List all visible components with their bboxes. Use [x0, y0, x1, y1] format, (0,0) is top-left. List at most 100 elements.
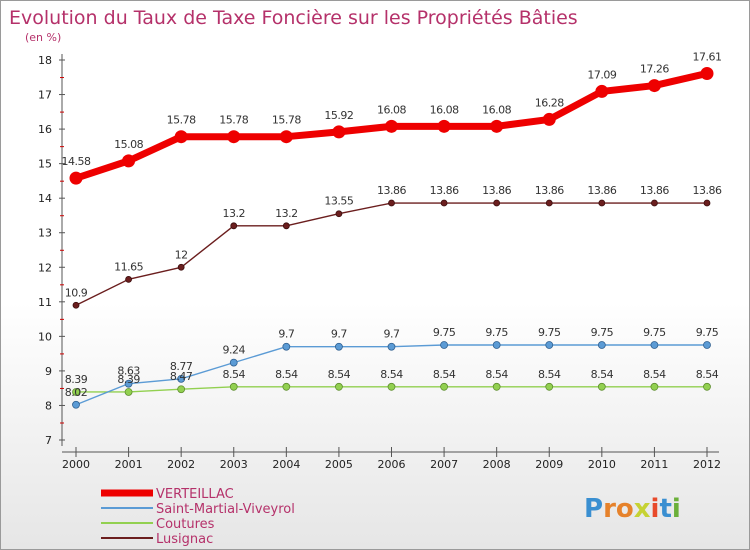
- data-label-coutures: 8.47: [170, 370, 193, 383]
- data-label-coutures: 8.54: [696, 368, 719, 381]
- data-point-coutures: [229, 382, 238, 391]
- data-point-coutures: [387, 382, 396, 391]
- data-point-lusignac: [335, 210, 343, 218]
- x-tick-label: 2008: [483, 458, 511, 471]
- data-point-verteillac: [437, 119, 451, 133]
- data-label-verteillac: 16.08: [482, 103, 511, 116]
- data-point-verteillac: [647, 79, 661, 93]
- data-point-coutures: [545, 382, 554, 391]
- data-label-lusignac: 13.2: [275, 207, 298, 220]
- data-point-lusignac: [651, 199, 658, 207]
- data-label-verteillac: 15.78: [219, 114, 248, 127]
- series-line-lusignac: [75, 202, 708, 306]
- y-axis-unit-label: (en %): [25, 31, 61, 44]
- y-tick-label: 14: [38, 192, 52, 205]
- data-label-coutures: 8.39: [117, 373, 140, 386]
- data-point-saint-martial-viveyrol: [387, 342, 396, 351]
- data-label-saint-martial-viveyrol: 9.75: [433, 326, 456, 339]
- data-label-coutures: 8.54: [328, 368, 351, 381]
- y-tick-label: 7: [45, 434, 52, 447]
- data-point-lusignac: [440, 199, 448, 207]
- data-label-saint-martial-viveyrol: 9.7: [384, 328, 400, 341]
- data-label-saint-martial-viveyrol: 9.75: [696, 326, 719, 339]
- data-label-saint-martial-viveyrol: 8.02: [65, 386, 88, 399]
- y-tick-label: 10: [38, 330, 52, 343]
- data-point-verteillac: [385, 119, 398, 133]
- y-tick-label: 18: [38, 54, 52, 67]
- data-point-lusignac: [282, 222, 290, 230]
- data-point-coutures: [72, 388, 80, 396]
- data-point-saint-martial-viveyrol: [597, 341, 606, 349]
- data-label-saint-martial-viveyrol: 9.24: [223, 344, 246, 357]
- data-label-lusignac: 13.86: [640, 184, 669, 197]
- data-label-coutures: 8.54: [380, 368, 403, 381]
- data-label-lusignac: 12: [175, 248, 188, 261]
- data-point-lusignac: [598, 199, 606, 207]
- data-label-coutures: 8.39: [65, 373, 88, 386]
- data-point-verteillac: [542, 112, 556, 126]
- data-point-saint-martial-viveyrol: [124, 379, 133, 388]
- legend-label-coutures: Coutures: [156, 517, 215, 532]
- x-tick-label: 2011: [640, 458, 668, 471]
- data-point-verteillac: [700, 66, 714, 80]
- data-label-verteillac: 14.58: [62, 155, 91, 168]
- y-tick-label: 8: [45, 399, 52, 412]
- data-point-saint-martial-viveyrol: [492, 341, 501, 349]
- logo-text: Proxiti: [584, 494, 681, 524]
- data-point-saint-martial-viveyrol: [545, 341, 554, 349]
- data-point-saint-martial-viveyrol: [229, 358, 238, 367]
- data-point-lusignac: [493, 199, 501, 207]
- data-point-coutures: [124, 388, 133, 396]
- proxiti-logo: Proxiti: [584, 494, 681, 524]
- data-point-coutures: [440, 382, 448, 391]
- data-point-verteillac: [174, 130, 188, 144]
- x-tick-label: 2004: [272, 458, 300, 471]
- data-label-verteillac: 16.28: [535, 96, 564, 109]
- data-label-saint-martial-viveyrol: 9.75: [485, 326, 508, 339]
- legend: VERTEILLACSaint-Martial-ViveyrolCoutures…: [101, 487, 295, 547]
- y-tick-label: 15: [38, 158, 52, 171]
- data-point-verteillac: [227, 130, 241, 144]
- x-tick-label: 2009: [535, 458, 563, 471]
- x-tick-label: 2000: [62, 458, 90, 471]
- data-point-saint-martial-viveyrol: [440, 341, 448, 349]
- data-point-coutures: [177, 385, 186, 394]
- data-label-coutures: 8.54: [485, 368, 508, 381]
- data-point-saint-martial-viveyrol: [177, 374, 186, 383]
- data-label-lusignac: 13.86: [482, 184, 511, 197]
- data-label-lusignac: 11.65: [114, 260, 143, 273]
- data-point-coutures: [492, 382, 501, 391]
- data-label-verteillac: 17.09: [587, 68, 616, 81]
- data-label-verteillac: 17.26: [640, 63, 669, 76]
- data-label-verteillac: 15.78: [167, 114, 196, 127]
- x-tick-label: 2006: [378, 458, 406, 471]
- y-tick-label: 11: [38, 296, 52, 309]
- data-point-lusignac: [388, 199, 395, 207]
- data-label-saint-martial-viveyrol: 9.7: [331, 328, 347, 341]
- data-label-saint-martial-viveyrol: 9.7: [278, 328, 294, 341]
- data-point-saint-martial-viveyrol: [703, 341, 711, 349]
- data-point-verteillac: [279, 130, 293, 144]
- data-label-coutures: 8.54: [275, 368, 298, 381]
- data-label-coutures: 8.54: [591, 368, 614, 381]
- legend-label-saint-martial-viveyrol: Saint-Martial-Viveyrol: [156, 502, 295, 517]
- data-label-saint-martial-viveyrol: 9.75: [643, 326, 666, 339]
- data-point-coutures: [282, 382, 291, 391]
- data-label-coutures: 8.54: [223, 368, 246, 381]
- chart-title: Evolution du Taux de Taxe Foncière sur l…: [9, 7, 578, 29]
- x-tick-label: 2005: [325, 458, 353, 471]
- data-point-coutures: [597, 382, 606, 391]
- data-label-saint-martial-viveyrol: 8.77: [170, 360, 193, 373]
- data-label-verteillac: 17.61: [693, 50, 722, 63]
- y-tick-label: 13: [38, 227, 52, 240]
- data-point-verteillac: [595, 84, 609, 98]
- legend-label-verteillac: VERTEILLAC: [156, 487, 234, 502]
- data-point-saint-martial-viveyrol: [72, 400, 80, 409]
- x-tick-label: 2001: [115, 458, 143, 471]
- data-label-lusignac: 13.86: [587, 184, 616, 197]
- data-label-lusignac: 13.86: [430, 184, 459, 197]
- x-tick-label: 2002: [167, 458, 195, 471]
- data-label-verteillac: 16.08: [430, 103, 459, 116]
- x-tick-label: 2003: [220, 458, 248, 471]
- axes: 7 8 9 10 11 12 13 14 15 16 17 18 2000 2001 2002 2003 200…: [38, 54, 721, 471]
